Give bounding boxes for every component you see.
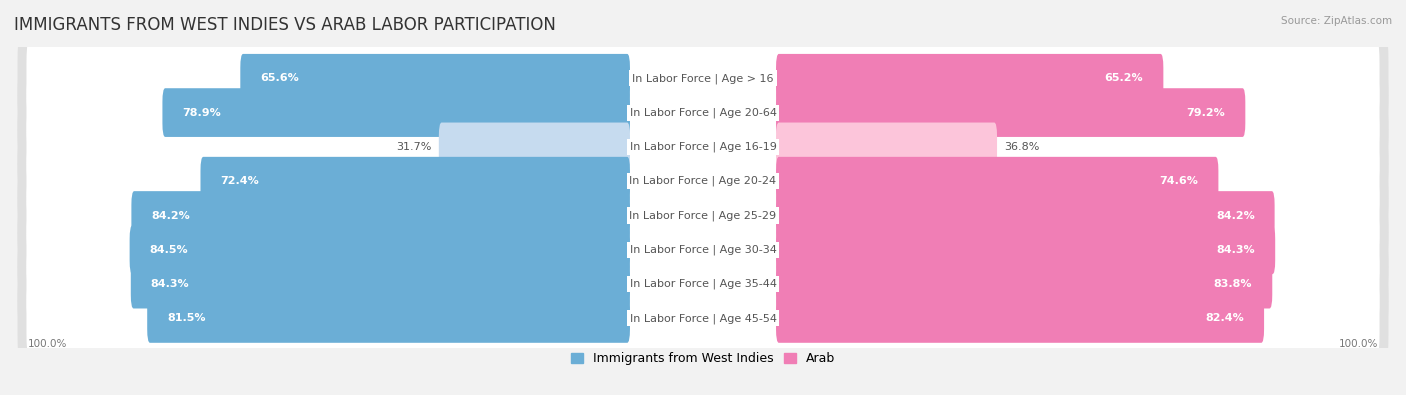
FancyBboxPatch shape [776, 122, 997, 171]
Text: 74.6%: 74.6% [1160, 176, 1198, 186]
FancyBboxPatch shape [17, 150, 1389, 281]
Text: 84.2%: 84.2% [1216, 211, 1254, 220]
Text: 84.2%: 84.2% [152, 211, 190, 220]
FancyBboxPatch shape [163, 88, 630, 137]
FancyBboxPatch shape [17, 253, 1389, 384]
Text: 78.9%: 78.9% [183, 107, 221, 118]
FancyBboxPatch shape [27, 92, 1379, 202]
FancyBboxPatch shape [17, 47, 1389, 178]
Text: 31.7%: 31.7% [396, 142, 432, 152]
FancyBboxPatch shape [148, 294, 630, 343]
FancyBboxPatch shape [27, 23, 1379, 133]
Text: In Labor Force | Age 35-44: In Labor Force | Age 35-44 [630, 279, 776, 290]
FancyBboxPatch shape [27, 229, 1379, 339]
Text: 84.3%: 84.3% [150, 279, 190, 289]
Text: 84.5%: 84.5% [149, 245, 188, 255]
FancyBboxPatch shape [17, 81, 1389, 213]
FancyBboxPatch shape [776, 260, 1272, 308]
Text: 72.4%: 72.4% [221, 176, 259, 186]
Text: 36.8%: 36.8% [1005, 142, 1040, 152]
Text: 82.4%: 82.4% [1205, 314, 1244, 324]
FancyBboxPatch shape [439, 122, 630, 171]
FancyBboxPatch shape [17, 184, 1389, 315]
FancyBboxPatch shape [201, 157, 630, 205]
FancyBboxPatch shape [131, 260, 630, 308]
Text: 81.5%: 81.5% [167, 314, 205, 324]
FancyBboxPatch shape [776, 226, 1275, 274]
FancyBboxPatch shape [776, 191, 1275, 240]
FancyBboxPatch shape [129, 226, 630, 274]
FancyBboxPatch shape [240, 54, 630, 103]
Text: 83.8%: 83.8% [1213, 279, 1253, 289]
FancyBboxPatch shape [27, 161, 1379, 271]
FancyBboxPatch shape [776, 54, 1163, 103]
FancyBboxPatch shape [776, 294, 1264, 343]
Text: 65.6%: 65.6% [260, 73, 299, 83]
Text: In Labor Force | Age 45-54: In Labor Force | Age 45-54 [630, 313, 776, 324]
FancyBboxPatch shape [27, 126, 1379, 236]
Text: 65.2%: 65.2% [1105, 73, 1143, 83]
Text: 100.0%: 100.0% [28, 339, 67, 349]
Text: In Labor Force | Age 16-19: In Labor Force | Age 16-19 [630, 142, 776, 152]
FancyBboxPatch shape [27, 195, 1379, 305]
FancyBboxPatch shape [776, 157, 1219, 205]
Text: In Labor Force | Age 20-64: In Labor Force | Age 20-64 [630, 107, 776, 118]
Text: 79.2%: 79.2% [1187, 107, 1226, 118]
Text: In Labor Force | Age 20-24: In Labor Force | Age 20-24 [630, 176, 776, 186]
FancyBboxPatch shape [17, 116, 1389, 247]
Text: IMMIGRANTS FROM WEST INDIES VS ARAB LABOR PARTICIPATION: IMMIGRANTS FROM WEST INDIES VS ARAB LABO… [14, 16, 555, 34]
Legend: Immigrants from West Indies, Arab: Immigrants from West Indies, Arab [571, 352, 835, 365]
FancyBboxPatch shape [27, 263, 1379, 373]
Text: In Labor Force | Age 30-34: In Labor Force | Age 30-34 [630, 245, 776, 255]
FancyBboxPatch shape [131, 191, 630, 240]
Text: 84.3%: 84.3% [1216, 245, 1256, 255]
FancyBboxPatch shape [776, 88, 1246, 137]
Text: In Labor Force | Age 25-29: In Labor Force | Age 25-29 [630, 210, 776, 221]
Text: Source: ZipAtlas.com: Source: ZipAtlas.com [1281, 16, 1392, 26]
Text: In Labor Force | Age > 16: In Labor Force | Age > 16 [633, 73, 773, 83]
FancyBboxPatch shape [17, 218, 1389, 350]
FancyBboxPatch shape [17, 13, 1389, 144]
FancyBboxPatch shape [27, 58, 1379, 167]
Text: 100.0%: 100.0% [1339, 339, 1378, 349]
